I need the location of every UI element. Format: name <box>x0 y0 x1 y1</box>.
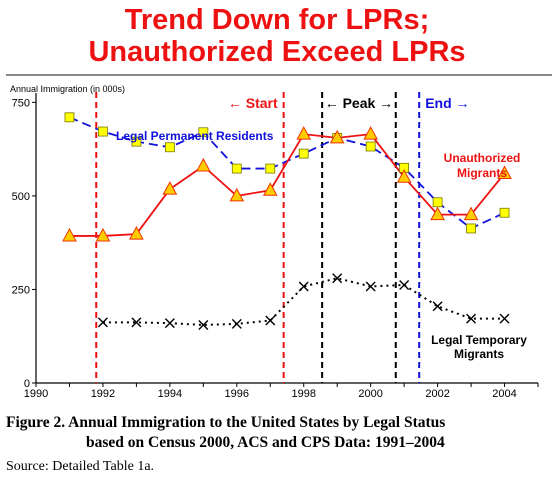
chart-title: Trend Down for LPRs; Unauthorized Exceed… <box>0 4 554 68</box>
caption-line-2: based on Census 2000, ACS and CPS Data: … <box>86 434 445 451</box>
lpr-point <box>365 141 376 152</box>
caption-line-1: Figure 2. Annual Immigration to the Unit… <box>6 414 446 431</box>
x-tick-label: 1992 <box>91 388 115 400</box>
temporary-point <box>265 315 276 326</box>
chart-annotations: ← Start ← Peak → End → <box>95 92 470 383</box>
title-divider <box>6 74 552 76</box>
y-tick-label: 0 <box>24 378 30 390</box>
y-tick-label: 750 <box>12 97 30 109</box>
lpr-point <box>499 207 510 218</box>
temporary-point <box>298 281 309 292</box>
temporary-point <box>131 317 142 328</box>
chart-axes: Annual Immigration (in 000s) 0 250 500 750 19… <box>10 84 539 400</box>
temporary-point <box>432 301 443 312</box>
lpr-point <box>265 163 276 174</box>
figure-caption: Figure 2. Annual Immigration to the Unit… <box>6 413 551 453</box>
unauthorized-point <box>95 227 111 242</box>
unauthorized-point <box>262 182 278 196</box>
unauthorized-point <box>162 181 178 195</box>
unauthorized-point <box>195 157 211 172</box>
temporary-point <box>399 279 410 290</box>
chart-series <box>62 112 512 330</box>
lpr-point <box>64 112 75 123</box>
x-tick-label: 2000 <box>358 388 382 400</box>
temporary-label-line-1: Legal Temporary <box>431 333 527 347</box>
temporary-point <box>332 273 343 284</box>
x-tick-label: 2002 <box>425 388 449 400</box>
lpr-point <box>164 142 175 153</box>
source-note: Source: Detailed Table 1a. <box>6 459 155 474</box>
title-line-2: Unauthorized Exceed LPRs <box>88 36 466 68</box>
peak-annotation-label: ← Peak → <box>325 95 393 111</box>
unauthorized-point <box>463 206 479 221</box>
temporary-point <box>164 318 175 329</box>
unauthorized-point <box>62 227 77 242</box>
temporary-point <box>365 281 376 292</box>
x-tick-label: 1998 <box>291 388 315 400</box>
temporary-point <box>231 318 242 329</box>
temporary-point <box>97 317 108 328</box>
chart-labels: Legal Permanent ResidentsUnauthorizedMig… <box>116 129 527 361</box>
unauthorized-point <box>430 206 445 221</box>
lpr-point <box>231 163 242 174</box>
unauthorized-point <box>396 169 412 183</box>
y-tick-label: 250 <box>12 284 30 296</box>
y-tick-label: 500 <box>12 191 30 203</box>
lpr-point <box>298 148 309 159</box>
x-tick-label: 1996 <box>225 388 249 400</box>
temporary-point <box>198 320 209 330</box>
unauthorized-label-line-2: Migrants <box>457 166 507 180</box>
title-line-1: Trend Down for LPRs; <box>124 4 430 36</box>
x-tick-label: 1994 <box>158 388 182 400</box>
unauthorized-series-line <box>69 133 506 237</box>
lpr-point <box>198 127 209 138</box>
lpr-point <box>432 197 443 208</box>
lpr-series-label: Legal Permanent Residents <box>116 129 274 143</box>
temporary-point <box>466 313 477 324</box>
unauthorized-point <box>229 187 245 202</box>
x-tick-label: 2004 <box>492 388 516 400</box>
unauthorized-label-line-1: Unauthorized <box>444 151 521 165</box>
lpr-point <box>466 223 476 234</box>
lpr-point <box>131 136 142 147</box>
unauthorized-point <box>497 165 512 179</box>
temporary-series-line <box>102 277 505 327</box>
start-annotation-label: ← Start <box>228 95 278 111</box>
unauthorized-point <box>129 226 144 240</box>
temporary-label-line-2: Migrants <box>454 347 504 361</box>
unauthorized-point <box>296 126 312 140</box>
unauthorized-point <box>329 129 345 144</box>
line-chart: Annual Immigration (in 000s) 0 250 500 750 19… <box>10 84 539 400</box>
temporary-point <box>499 313 510 324</box>
unauthorized-point <box>363 126 379 140</box>
y-axis-label: Annual Immigration (in 000s) <box>10 84 125 94</box>
lpr-point <box>98 126 108 137</box>
end-annotation-label: End → <box>425 95 469 111</box>
x-tick-label: 1990 <box>24 388 48 400</box>
